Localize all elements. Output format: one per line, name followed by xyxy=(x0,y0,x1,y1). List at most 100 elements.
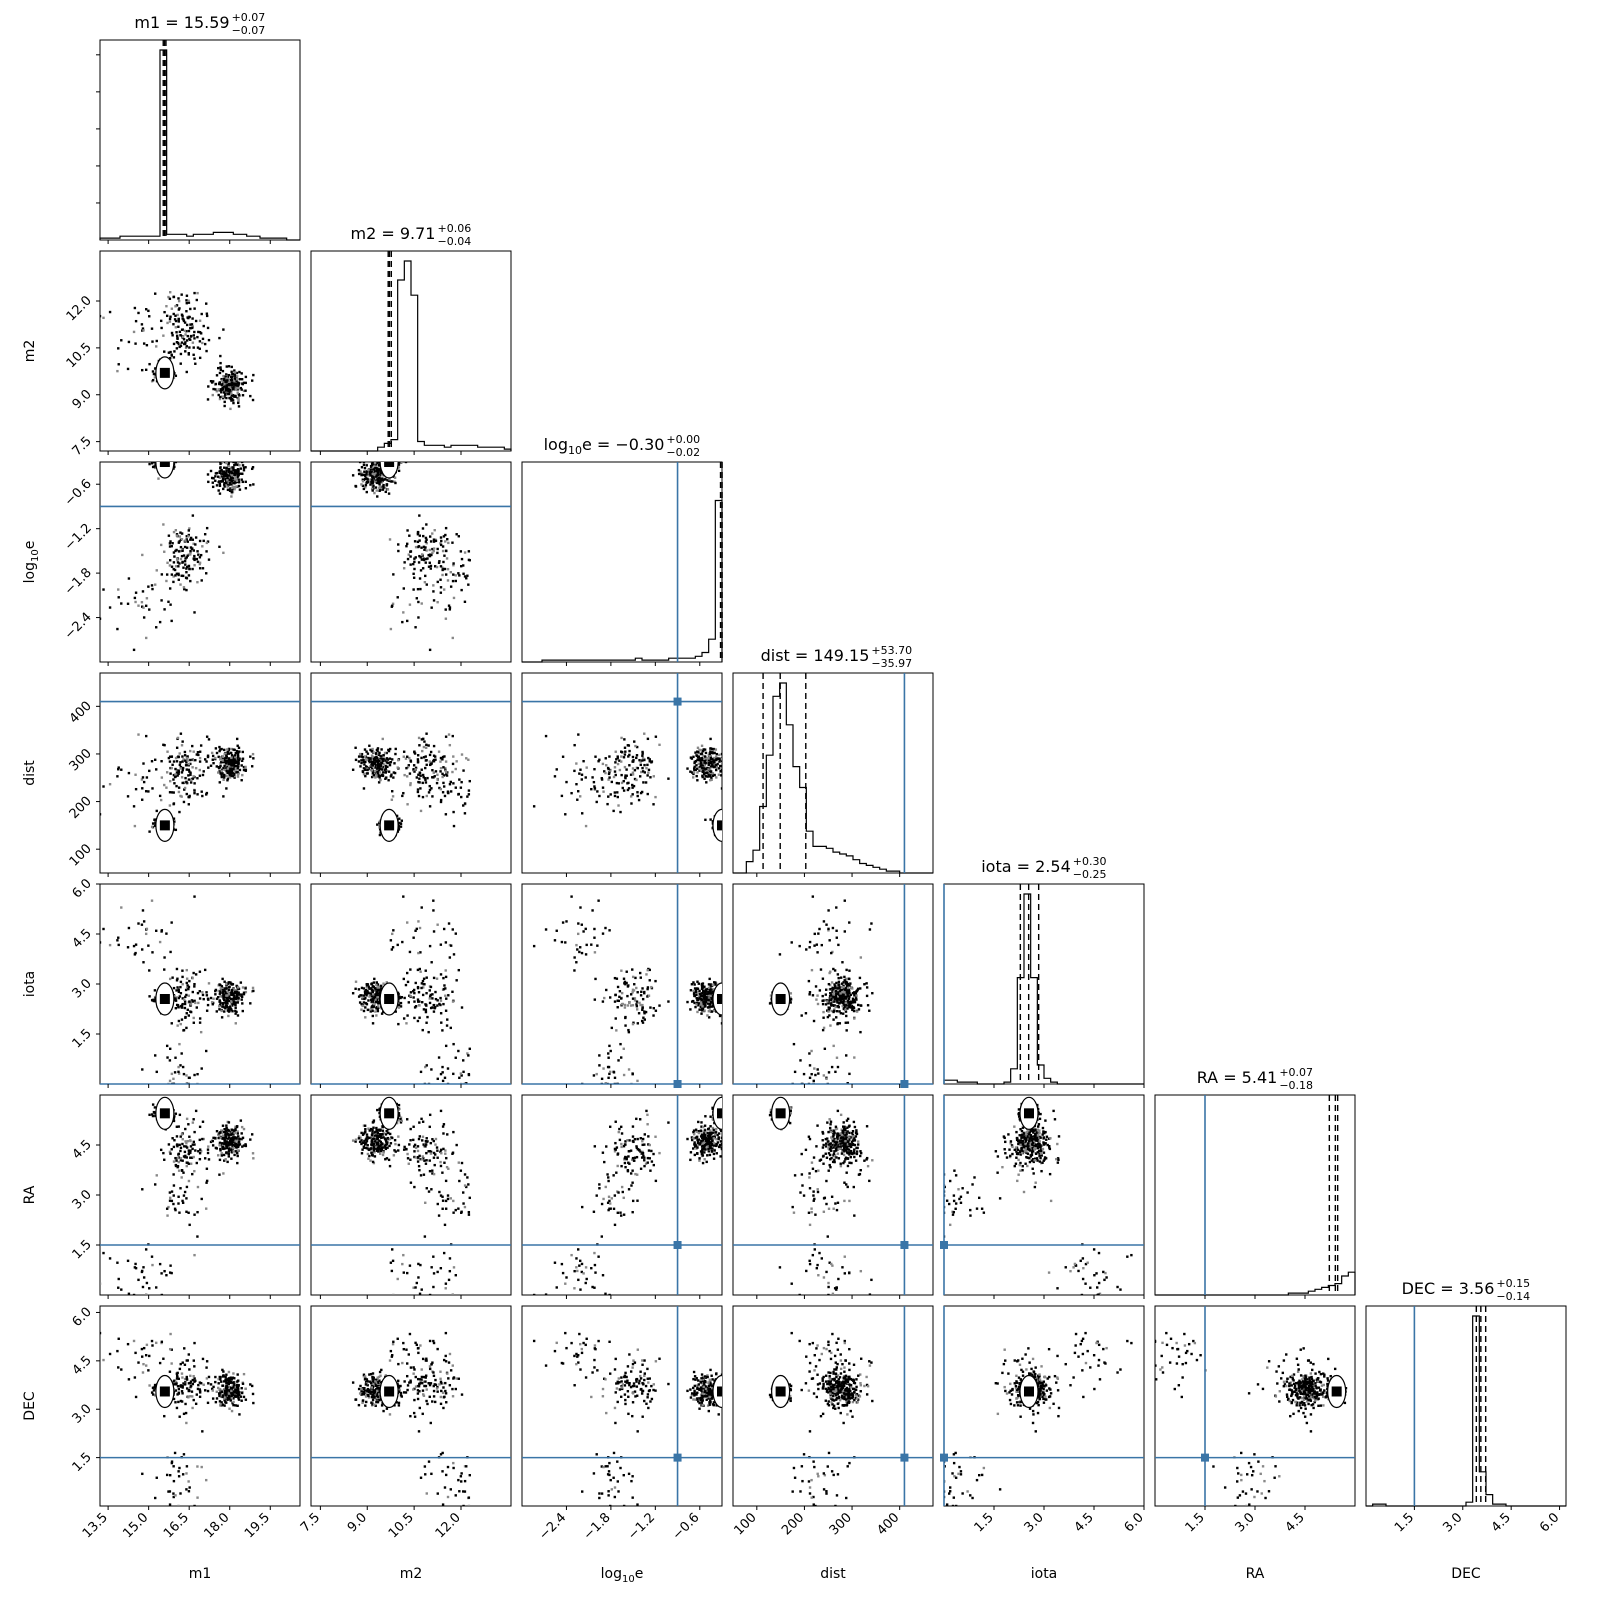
sample-point xyxy=(408,534,411,537)
sample-point xyxy=(175,548,178,552)
sample-point xyxy=(373,491,376,495)
sample-point xyxy=(420,546,423,549)
sample-point xyxy=(413,540,417,543)
sample-point xyxy=(381,766,384,769)
sample-point xyxy=(232,462,235,464)
sample-point xyxy=(224,759,227,762)
sample-point xyxy=(178,307,181,310)
sample-point xyxy=(421,781,424,785)
sample-point xyxy=(185,768,188,771)
sample-point xyxy=(157,477,160,480)
sample-point xyxy=(233,758,236,761)
sample-point xyxy=(188,770,191,773)
sample-point xyxy=(223,773,226,777)
sample-point xyxy=(169,540,172,543)
sample-point xyxy=(206,754,210,757)
sample-point xyxy=(192,346,195,349)
sample-point xyxy=(444,771,448,774)
sample-point xyxy=(397,821,401,825)
sample-point xyxy=(430,762,433,765)
sample-point xyxy=(378,485,382,488)
sample-point xyxy=(221,473,224,476)
sample-point xyxy=(117,347,120,350)
sample-point xyxy=(181,314,184,318)
sample-point xyxy=(415,776,419,779)
sample-point xyxy=(233,754,237,757)
sample-point xyxy=(379,757,383,761)
sample-point xyxy=(197,553,200,556)
sample-point xyxy=(217,771,220,774)
sample-point xyxy=(426,776,429,780)
sample-point xyxy=(250,379,254,382)
sample-point xyxy=(372,484,375,487)
sample-point xyxy=(223,481,226,485)
sample-point xyxy=(413,770,416,773)
sample-point xyxy=(388,478,391,481)
sample-point xyxy=(155,339,158,343)
sample-point xyxy=(241,394,245,397)
sample-point xyxy=(223,395,226,398)
density-peak xyxy=(384,462,395,467)
sample-point xyxy=(230,468,233,472)
sample-point xyxy=(234,394,237,398)
sample-point xyxy=(384,770,388,773)
sample-point xyxy=(236,391,239,394)
sample-point xyxy=(455,533,458,536)
sample-point xyxy=(439,542,442,545)
sample-point xyxy=(163,608,166,611)
sample-point xyxy=(231,488,234,491)
sample-point xyxy=(198,768,201,772)
sample-point xyxy=(240,462,244,464)
sample-point xyxy=(374,479,377,482)
sample-point xyxy=(390,773,393,776)
sample-point xyxy=(225,466,228,470)
sample-point xyxy=(187,565,190,568)
sample-point xyxy=(153,818,156,821)
sample-point xyxy=(220,775,223,779)
sample-point xyxy=(432,744,436,748)
sample-point xyxy=(244,769,247,772)
sample-point xyxy=(165,579,168,583)
sample-point xyxy=(201,567,205,570)
sample-point xyxy=(467,550,471,553)
sample-point xyxy=(444,769,447,773)
sample-point xyxy=(418,744,421,747)
sample-point xyxy=(206,398,210,401)
sample-point xyxy=(418,554,421,558)
sample-point xyxy=(185,294,189,297)
sample-point xyxy=(224,471,227,475)
sample-point xyxy=(391,604,394,607)
sample-point xyxy=(431,769,434,772)
sample-point xyxy=(181,769,184,772)
sample-point xyxy=(180,554,184,558)
sample-point xyxy=(232,378,235,381)
sample-point xyxy=(168,320,172,323)
sample-point xyxy=(177,541,181,544)
sample-point xyxy=(178,562,181,565)
sample-point xyxy=(217,475,220,478)
sample-point xyxy=(432,549,435,553)
sample-point xyxy=(198,760,202,763)
sample-point xyxy=(187,299,190,302)
sample-point xyxy=(397,825,401,828)
sample-point xyxy=(189,781,193,784)
sample-point xyxy=(452,824,456,828)
sample-point xyxy=(180,574,183,577)
sample-point xyxy=(181,781,184,785)
sample-point xyxy=(186,334,189,338)
sample-point xyxy=(226,767,230,770)
sample-point xyxy=(205,572,208,575)
sample-point xyxy=(370,470,373,473)
sample-point xyxy=(225,757,228,760)
sample-point xyxy=(177,550,181,553)
sample-point xyxy=(466,795,469,798)
sample-point xyxy=(185,565,189,569)
sample-point xyxy=(451,734,454,738)
sample-point xyxy=(379,474,382,477)
panel-frame xyxy=(521,461,723,663)
sample-point xyxy=(441,755,445,759)
sample-point xyxy=(399,822,402,825)
sample-point xyxy=(458,778,461,781)
sample-point xyxy=(438,560,441,563)
sample-point xyxy=(365,758,369,761)
